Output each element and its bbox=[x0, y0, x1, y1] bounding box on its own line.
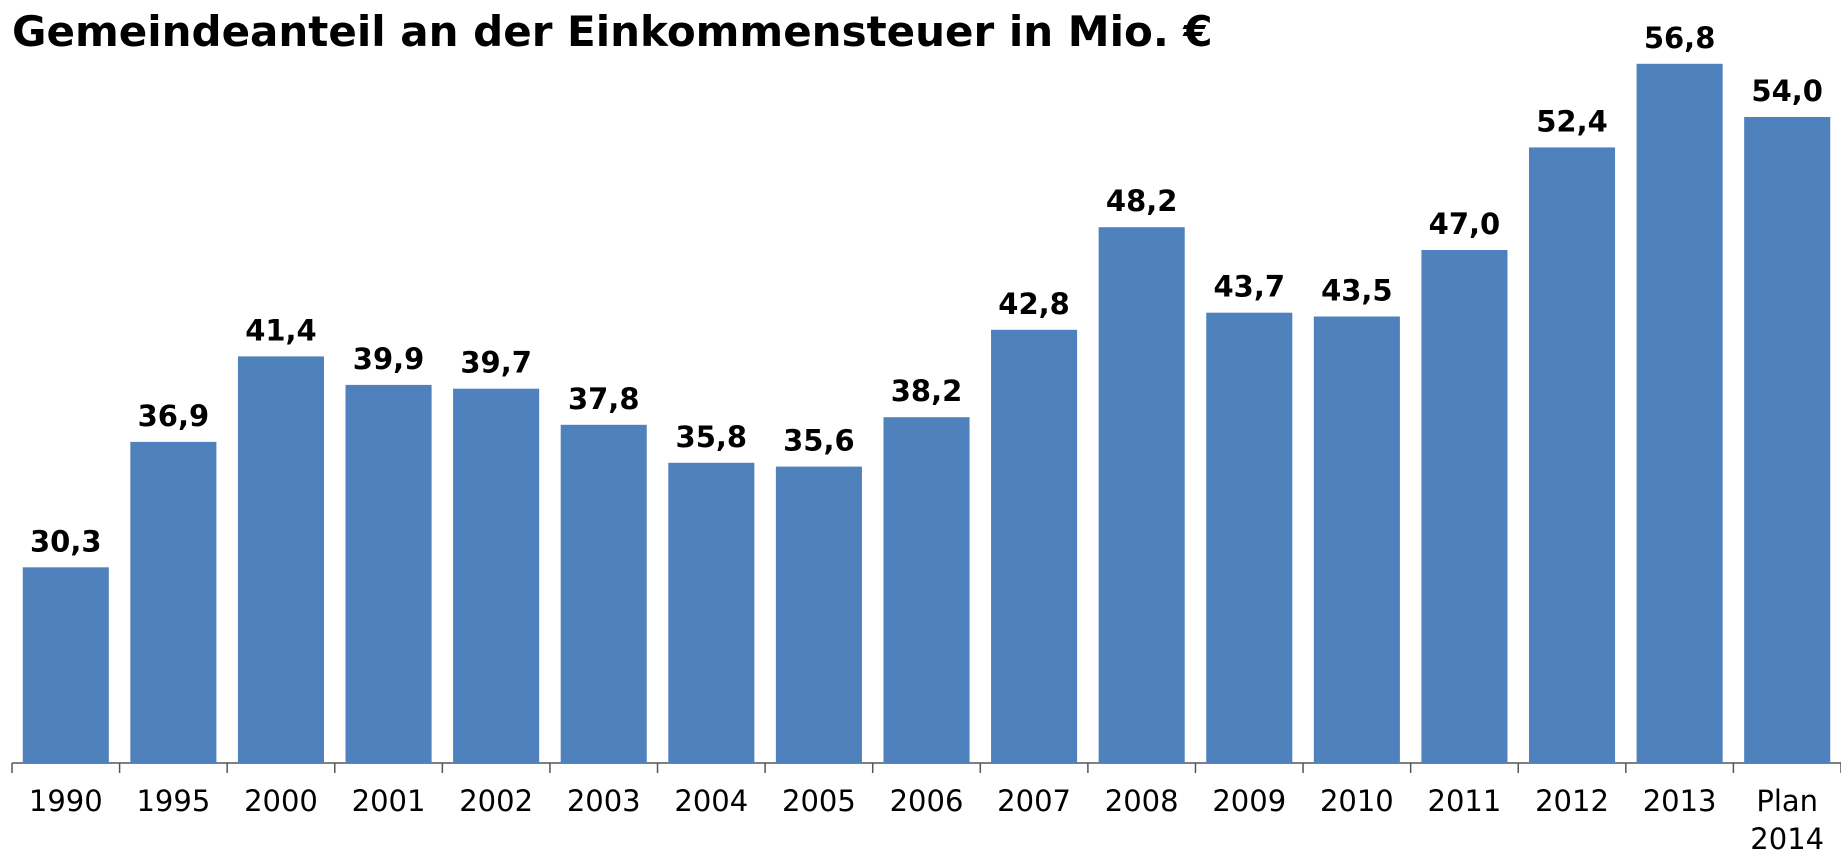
x-tick-label: 2013 bbox=[1643, 784, 1717, 818]
value-label: 41,4 bbox=[245, 313, 317, 347]
x-tick-label: 1995 bbox=[136, 784, 210, 818]
value-label: 47,0 bbox=[1429, 207, 1501, 241]
x-tick-label: Plan 2014 bbox=[1750, 784, 1824, 855]
bar bbox=[1206, 312, 1293, 763]
bar bbox=[883, 417, 970, 763]
x-tick-label: 1990 bbox=[29, 784, 103, 818]
value-label: 35,8 bbox=[676, 420, 748, 454]
value-label: 43,7 bbox=[1213, 270, 1285, 304]
bar bbox=[1098, 227, 1185, 763]
x-tick-label: 2012 bbox=[1535, 784, 1609, 818]
value-label: 35,6 bbox=[783, 424, 855, 458]
x-tick-label: 2003 bbox=[567, 784, 641, 818]
bar bbox=[237, 356, 325, 763]
x-tick-label: 2011 bbox=[1428, 784, 1502, 818]
value-label: 42,8 bbox=[998, 287, 1070, 321]
x-tick-label: 2001 bbox=[352, 784, 426, 818]
bar bbox=[130, 441, 217, 763]
bar bbox=[453, 388, 540, 763]
x-tick-label: 2000 bbox=[244, 784, 318, 818]
value-label: 37,8 bbox=[568, 382, 640, 416]
bar bbox=[1313, 316, 1400, 763]
x-tick-label: 2005 bbox=[782, 784, 856, 818]
x-tick-label: 2002 bbox=[459, 784, 533, 818]
bar bbox=[1528, 147, 1616, 763]
value-label: 39,9 bbox=[353, 342, 425, 376]
x-tick-label: 2006 bbox=[890, 784, 964, 818]
x-tick-label: 2010 bbox=[1320, 784, 1394, 818]
x-tick-label: 2004 bbox=[674, 784, 748, 818]
value-label: 36,9 bbox=[138, 399, 210, 433]
bar bbox=[1636, 63, 1723, 764]
value-label: 39,7 bbox=[460, 346, 532, 380]
bar bbox=[22, 567, 109, 763]
value-label: 38,2 bbox=[891, 374, 963, 408]
value-label: 54,0 bbox=[1751, 74, 1823, 108]
chart-title: Gemeindeanteil an der Einkommensteuer in… bbox=[12, 7, 1213, 56]
bar bbox=[1744, 117, 1831, 763]
value-label: 56,8 bbox=[1644, 21, 1716, 55]
bar bbox=[775, 466, 862, 763]
bar bbox=[345, 384, 432, 763]
bar bbox=[991, 329, 1078, 763]
value-label: 43,5 bbox=[1321, 274, 1393, 308]
bar bbox=[560, 424, 647, 763]
x-tick-label: 2008 bbox=[1105, 784, 1179, 818]
value-label: 48,2 bbox=[1106, 184, 1178, 218]
value-label: 30,3 bbox=[30, 524, 102, 558]
bar bbox=[1421, 250, 1508, 763]
x-tick-label: 2007 bbox=[997, 784, 1071, 818]
x-tick-label: 2009 bbox=[1212, 784, 1286, 818]
value-label: 52,4 bbox=[1536, 104, 1608, 138]
bar bbox=[668, 462, 755, 763]
